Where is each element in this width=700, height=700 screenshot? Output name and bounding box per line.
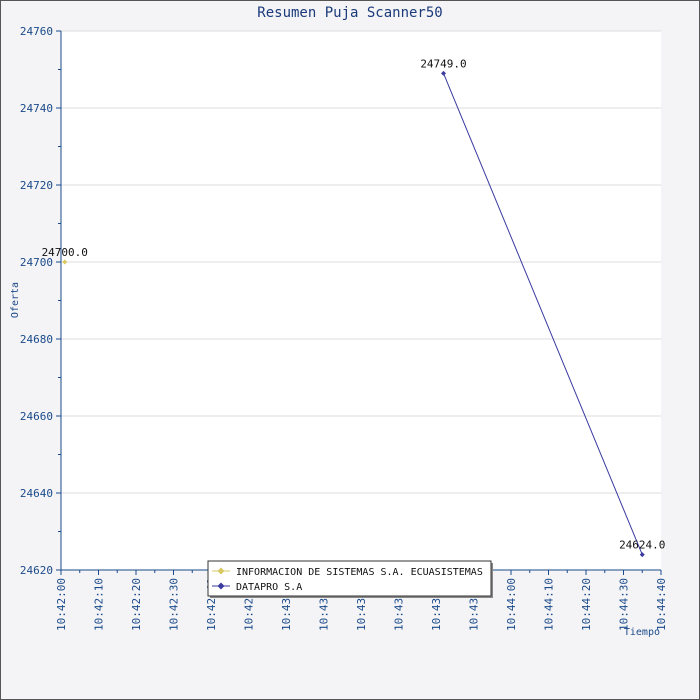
y-axis-ticks: 24620 24640 24660 24680 24700 24720 24740 24760 [20, 25, 61, 577]
y-tick-label: 24640 [20, 487, 53, 500]
y-axis-label: Oferta [10, 282, 21, 318]
x-tick-label: 10:44:30 [618, 578, 631, 631]
legend-swatch-marker [217, 582, 225, 590]
series-line [443, 73, 643, 555]
series-group: 24700.0 24749.0 24624.0 [42, 57, 665, 558]
y-tick-label: 24720 [20, 179, 53, 192]
series-1: 24700.0 [42, 246, 88, 265]
y-tick-label: 24680 [20, 333, 53, 346]
series-2: 24749.0 24624.0 [420, 57, 665, 558]
legend-entry-label: DATAPRO S.A [236, 582, 302, 593]
x-tick-label: 10:42:10 [93, 578, 106, 631]
y-tick-label: 24760 [20, 25, 53, 38]
data-label: 24624.0 [619, 539, 665, 552]
legend-swatch-marker [217, 567, 225, 575]
data-point [441, 70, 446, 76]
x-tick-label: 10:44:10 [543, 578, 556, 631]
data-label: 24700.0 [42, 246, 88, 259]
data-label: 24749.0 [420, 57, 466, 70]
x-tick-label: 10:44:40 [655, 578, 668, 631]
x-tick-label: 10:42:00 [55, 578, 68, 631]
x-tick-label: 10:42:30 [168, 578, 181, 631]
data-point [62, 259, 68, 265]
y-tick-label: 24660 [20, 410, 53, 423]
x-tick-label: 10:42:20 [130, 578, 143, 631]
plot-area [61, 31, 661, 570]
y-tick-label: 24700 [20, 256, 53, 269]
data-point [639, 552, 645, 558]
x-axis-label: Tiempo [624, 627, 660, 638]
x-tick-label: 10:44:00 [505, 578, 518, 631]
legend: INFORMACION DE SISTEMAS S.A. ECUASISTEMA… [207, 560, 493, 598]
y-tick-label: 24740 [20, 102, 53, 115]
legend-box [207, 560, 492, 597]
legend-entry-label: INFORMACION DE SISTEMAS S.A. ECUASISTEMA… [236, 567, 483, 578]
y-tick-label: 24620 [20, 564, 53, 577]
chart-title: Resumen Puja Scanner50 [257, 5, 442, 21]
x-tick-label: 10:44:20 [580, 578, 593, 631]
